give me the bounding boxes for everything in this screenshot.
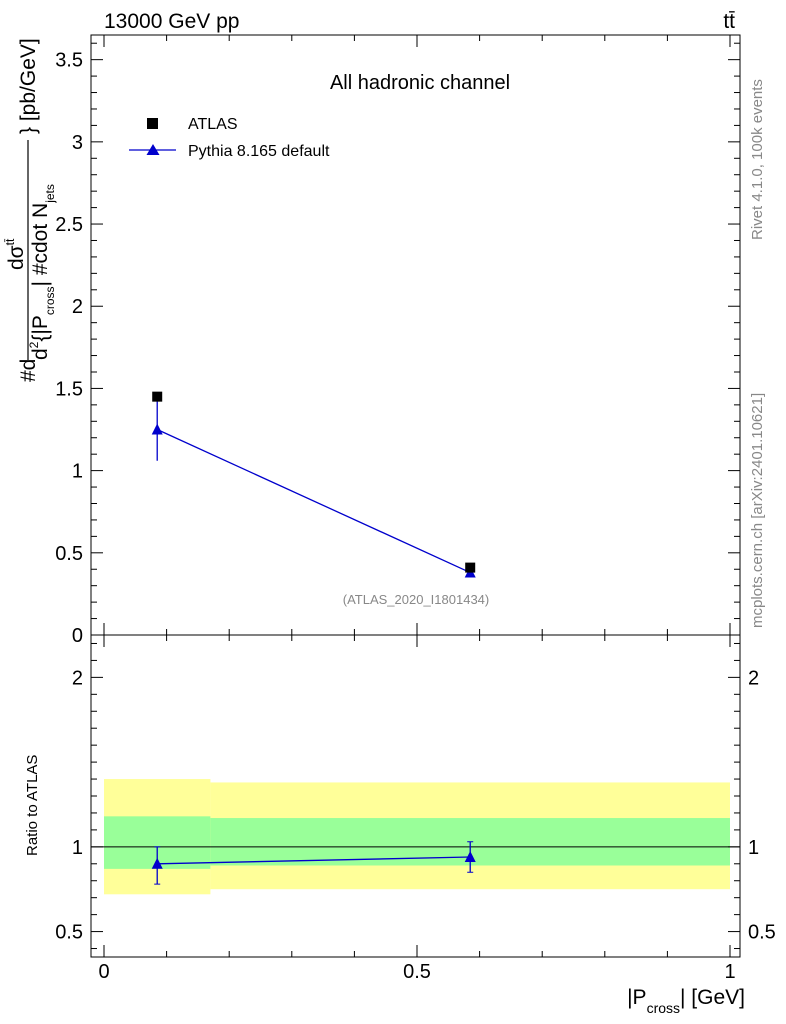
ylabel-den-rest: {|P [29, 315, 52, 341]
ylabel-units: } [pb/GeV] [17, 38, 40, 134]
atlas-point [152, 391, 163, 402]
ratio-point [151, 857, 163, 869]
ratio-y-tick-label-right: 2 [748, 667, 759, 689]
main-y-tick-label: 1 [72, 461, 83, 483]
main-y-tick-label: 1.5 [55, 378, 83, 400]
analysis-id: (ATLAS_2020_I1801434) [343, 592, 489, 607]
main-y-tick-label: 2 [72, 296, 83, 318]
axis-tick-labels: 0 0.5 1 1.5 2 2.5 3 3.5 0.5 0.5 1 1 2 2 0 0.5 1 [55, 50, 776, 983]
main-y-tick-label: 0.5 [55, 543, 83, 565]
x-axis-label: |Pcross| [GeV] [627, 986, 745, 1016]
ratio-y-tick-label-left: 1 [72, 837, 83, 859]
atlas-point [465, 562, 476, 573]
ratio-y-tick-label-right: 1 [748, 837, 759, 859]
svg-text:#d: #d [17, 359, 40, 382]
legend-pythia-marker [146, 144, 160, 155]
pythia-point [151, 423, 163, 435]
main-y-tick-label: 2.5 [55, 214, 83, 236]
ylabel-denominator: d2{|Pcross| #cdot Njets [27, 184, 57, 360]
x-tick-label: 0.5 [403, 961, 431, 983]
ylabel-numerator: dσtt̄ [3, 238, 28, 270]
ratio-uncertainty-bands [91, 779, 740, 895]
main-y-tick-label: 3.5 [55, 50, 83, 72]
mcplots-credit-text: mcplots.cern.ch [arXiv:2401.10621] [749, 393, 766, 628]
ylabel-den-sup: 2 [27, 341, 41, 348]
chart-title: All hadronic channel [330, 72, 510, 94]
pythia-line [156, 428, 471, 574]
ylabel-num-d: d [5, 258, 28, 270]
ratio-series [151, 841, 476, 885]
ylabel-sigma: σ [5, 245, 28, 258]
ylabel-hash-d: #d [17, 359, 40, 382]
ratio-y-tick-label-left: 2 [72, 667, 83, 689]
xlabel-pre: |P [627, 986, 646, 1009]
main-y-tick-label: 3 [72, 132, 83, 154]
ratio-y-tick-label-right: 0.5 [748, 922, 776, 944]
legend: ATLAS Pythia 8.165 default [129, 116, 330, 160]
ratio-y-axis-label: Ratio to ATLAS [24, 755, 41, 856]
xlabel-post: | [GeV] [680, 986, 745, 1009]
x-tick-label: 0 [98, 961, 109, 983]
ylabel-den-sub: cross [43, 286, 57, 315]
ylabel-den-tail: | #cdot N [29, 203, 52, 287]
legend-atlas-label: ATLAS [188, 116, 238, 133]
ratio-point [464, 851, 476, 863]
ratio-line [157, 856, 471, 865]
process-label: tt̄ [723, 10, 735, 33]
ylabel-den-d: d [29, 348, 52, 360]
legend-pythia-label: Pythia 8.165 default [188, 143, 330, 160]
ylabel-den-sub2: jets [43, 184, 57, 204]
rivet-version-text: Rivet 4.1.0, 100k events [749, 79, 766, 240]
ylabel-sigma-sup: tt̄ [3, 238, 17, 245]
main-y-tick-label: 0 [72, 625, 83, 647]
axis-ticks [91, 35, 740, 957]
main-series [151, 391, 476, 578]
x-tick-label: 1 [724, 961, 735, 983]
xlabel-sub: cross [647, 1000, 680, 1016]
main-y-axis-label: #d dσtt̄ d2{|Pcross| #cdot Njets } [pb/G… [3, 38, 57, 382]
ratio-y-tick-label-left: 0.5 [55, 922, 83, 944]
energy-label: 13000 GeV pp [104, 10, 239, 33]
legend-atlas-marker [147, 118, 158, 129]
